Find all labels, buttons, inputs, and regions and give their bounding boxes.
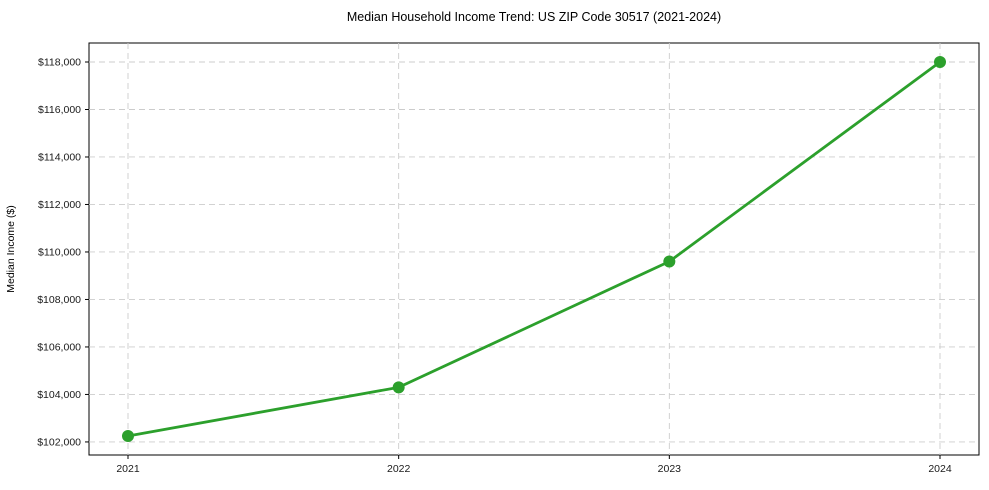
y-tick-label: $114,000: [38, 151, 81, 163]
y-axis-label: Median Income ($): [5, 205, 17, 293]
y-tick-label: $108,000: [37, 294, 81, 306]
chart-title: Median Household Income Trend: US ZIP Co…: [347, 10, 721, 24]
data-point-2024: [934, 55, 946, 68]
x-tick-label: 2022: [387, 463, 411, 475]
y-tick-label: $106,000: [37, 341, 81, 353]
data-point-2021: [122, 430, 134, 443]
data-point-2023: [663, 255, 676, 268]
y-tick-label: $102,000: [37, 436, 81, 448]
x-tick-label: 2023: [658, 463, 682, 475]
trend-line: [126, 60, 942, 438]
y-tick-label: $116,000: [38, 104, 81, 116]
plot-layers: $102,000 $104,000 $106,000 $108,000 $110,000…: [37, 42, 980, 475]
y-tick-label: $104,000: [37, 389, 81, 401]
y-tick-label: $112,000: [38, 199, 81, 211]
y-tick-label: $118,000: [38, 56, 81, 68]
x-tick-label: 2024: [928, 463, 952, 475]
y-tick-label: $110,000: [38, 246, 81, 258]
x-tick-label: 2021: [116, 463, 140, 475]
data-point-2022: [392, 381, 405, 394]
plot-area: [88, 42, 980, 456]
